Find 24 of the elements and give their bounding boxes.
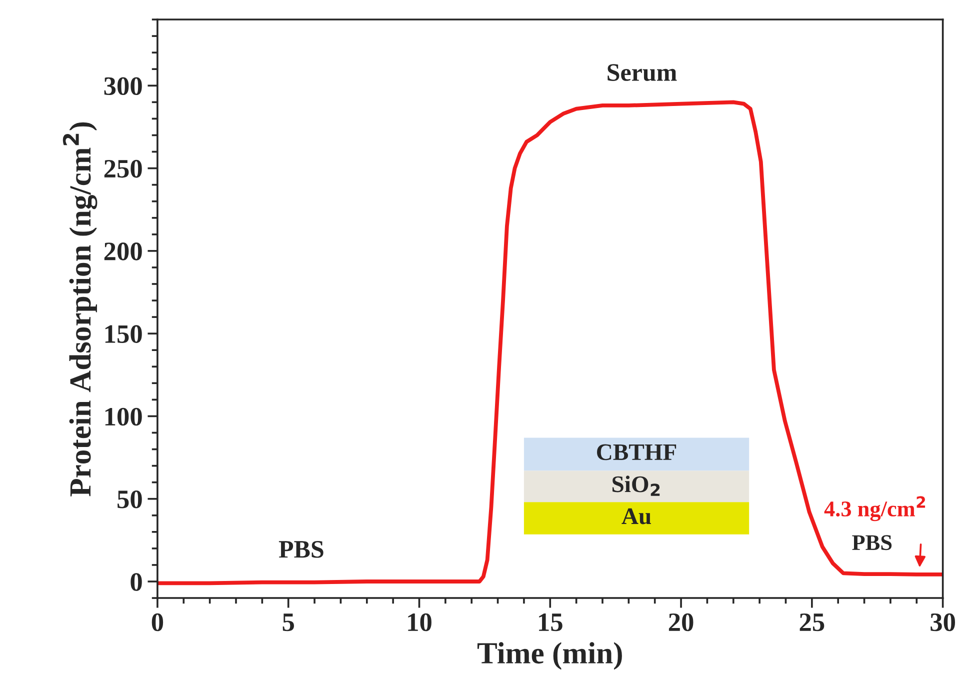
x-tick-label: 30 xyxy=(930,613,956,632)
y-tick-label: 250 xyxy=(104,160,142,178)
y-tick-label: 100 xyxy=(105,408,142,426)
annotation: Serum xyxy=(608,64,677,81)
y-tick-label: 200 xyxy=(104,242,142,260)
annotation: 4.3 ng/cm$^{2}$ xyxy=(824,496,926,522)
y-tick-label: 0 xyxy=(130,573,142,591)
x-axis-title: Time (min) xyxy=(477,642,622,670)
annotation: PBS xyxy=(852,535,892,550)
y-tick-label: 50 xyxy=(118,490,142,508)
x-tick-label: 25 xyxy=(800,613,824,632)
x-tick-label: 15 xyxy=(539,614,562,632)
annotation: SiO$_{2}$ xyxy=(612,476,660,496)
y-tick-label: 150 xyxy=(105,325,142,343)
x-tick-label: 5 xyxy=(282,614,294,632)
x-tick-label: 10 xyxy=(408,613,432,632)
y-axis-title: Protein Adsorption (ng/cm$^{2}$) xyxy=(62,122,98,496)
annotation: CBTHF xyxy=(597,444,676,460)
annotation: Au xyxy=(622,508,651,524)
y-tick-label: 300 xyxy=(104,77,142,96)
x-tick-label: 20 xyxy=(668,613,694,632)
x-tick-label: 0 xyxy=(152,613,164,632)
line-series xyxy=(157,100,943,586)
annotation: PBS xyxy=(278,541,324,558)
